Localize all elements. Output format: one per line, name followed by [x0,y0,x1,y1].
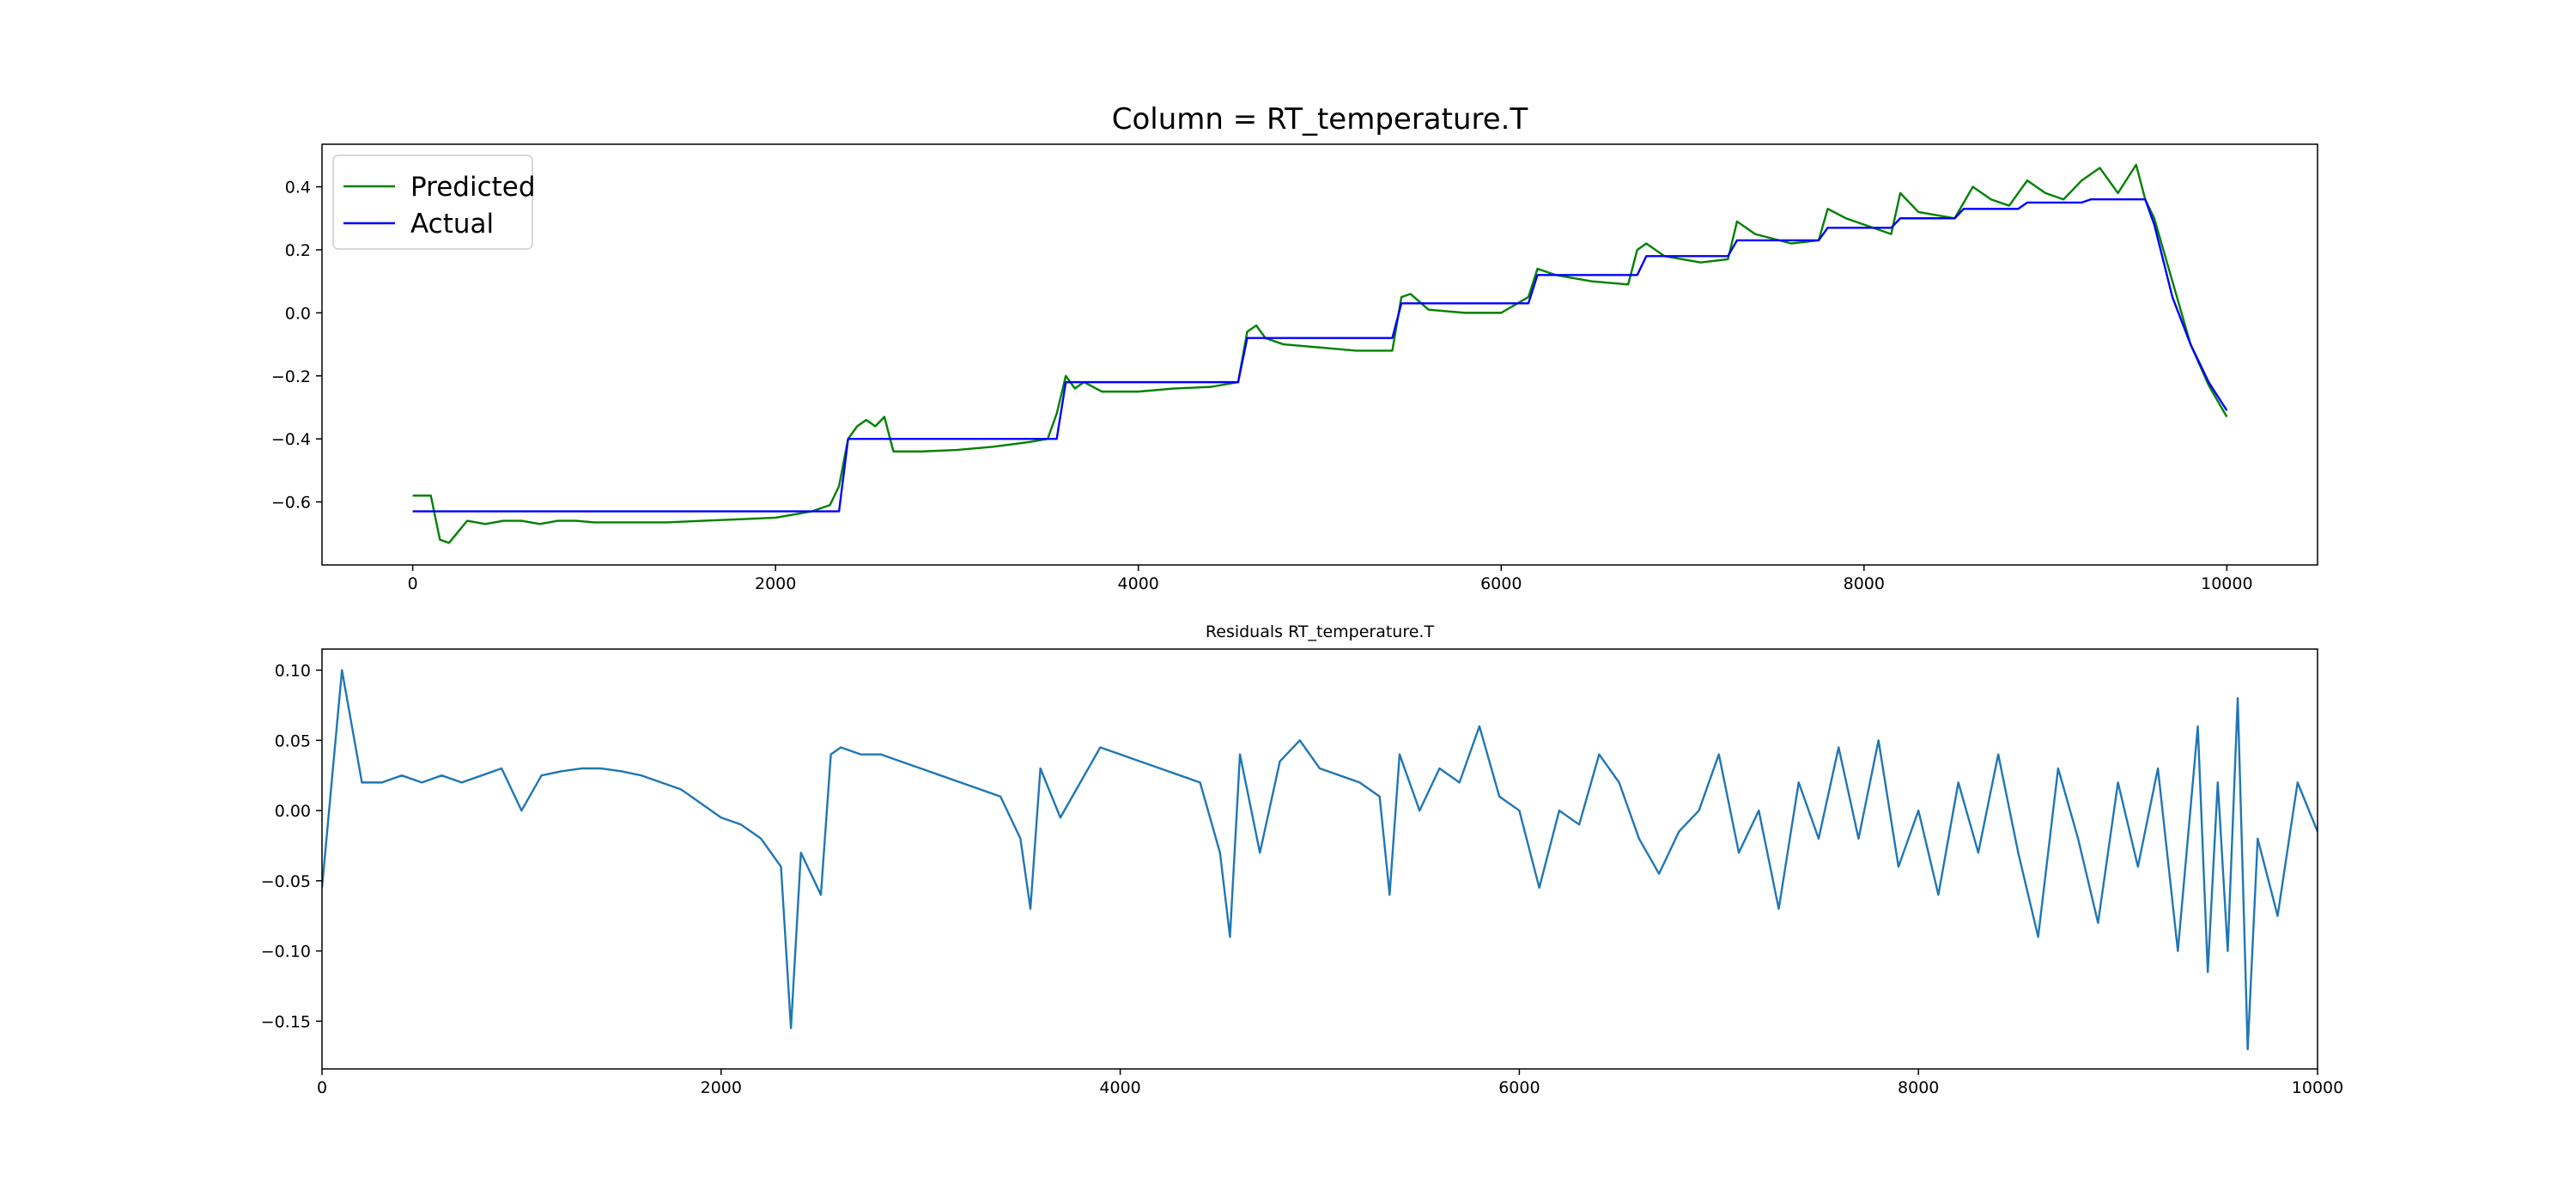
data-line [412,198,2228,513]
chart-title: Residuals RT_temperature.T [1206,622,1435,641]
data-line [412,163,2228,544]
y-tick-label: −0.05 [261,872,311,891]
plot-frame [321,143,2318,566]
x-tick-label: 0 [317,1078,327,1097]
x-tick-label: 4000 [1118,574,1159,593]
y-tick-label: 0.0 [285,304,311,323]
legend-label: Predicted [410,172,536,203]
y-tick-label: 0.2 [285,241,311,260]
y-tick-label: −0.6 [271,494,311,513]
y-tick-label: 0.05 [275,732,311,750]
data-line [322,669,2318,1051]
x-tick-label: 6000 [1480,574,1522,593]
legend-label: Actual [410,209,494,240]
x-tick-label: 6000 [1498,1078,1540,1097]
y-tick-label: 0.4 [285,179,311,197]
x-tick-label: 2000 [755,574,796,593]
y-tick-label: −0.15 [261,1012,311,1031]
x-tick-label: 8000 [1844,574,1885,593]
chart-title: Column = RT_temperature.T [1112,102,1528,137]
y-tick-label: 0.00 [275,802,311,821]
x-tick-label: 10000 [2201,574,2252,593]
x-tick-label: 4000 [1099,1078,1140,1097]
plot-frame [321,648,2318,1070]
x-tick-label: 10000 [2292,1078,2343,1097]
y-tick-label: −0.10 [261,943,311,962]
y-tick-label: −0.2 [271,367,311,386]
legend-box [332,155,533,250]
y-tick-label: 0.10 [275,662,311,681]
y-tick-label: −0.4 [271,430,311,449]
x-tick-label: 8000 [1898,1078,1939,1097]
x-tick-label: 2000 [701,1078,742,1097]
x-tick-label: 0 [408,574,418,593]
